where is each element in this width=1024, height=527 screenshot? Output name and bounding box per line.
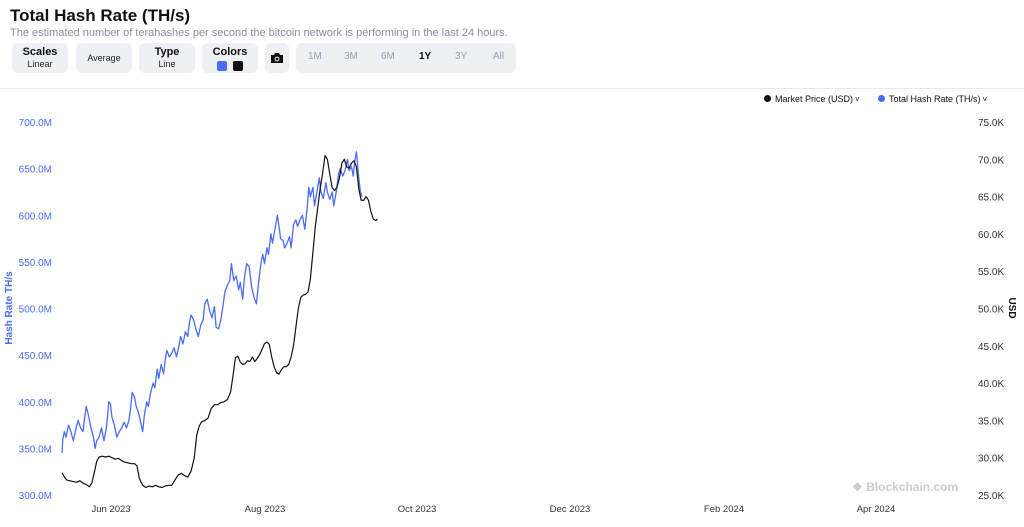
y-left-tick-label: 650.0M — [19, 165, 52, 176]
y-left-tick-label: 700.0M — [19, 118, 52, 129]
average-label: Average — [87, 53, 121, 63]
watermark-text: Blockchain.com — [866, 480, 959, 494]
legend-market-price-label: Market Price (USD) — [775, 94, 854, 104]
x-tick-label: Apr 2024 — [857, 504, 896, 515]
range-1y[interactable]: 1Y — [419, 51, 432, 62]
scales-value: Linear — [27, 59, 53, 69]
range-all[interactable]: All — [493, 51, 505, 62]
y-left-tick-label: 300.0M — [19, 491, 52, 502]
color-swatch-market-price[interactable] — [233, 61, 244, 71]
scales-button[interactable]: Scales Linear — [12, 43, 68, 73]
range-3y[interactable]: 3Y — [455, 51, 468, 62]
y-right-tick-label: 45.0K — [978, 342, 1004, 353]
market-price-series-line — [61, 155, 378, 489]
y-right-tick-label: 30.0K — [978, 454, 1004, 465]
x-tick-label: Feb 2024 — [704, 504, 744, 515]
y-right-tick-label: 50.0K — [978, 305, 1004, 316]
y-left-tick-label: 500.0M — [19, 305, 52, 316]
legend-hash-rate-label: Total Hash Rate (TH/s) — [889, 94, 981, 104]
divider — [0, 88, 1024, 89]
blockchain-logo-icon: ❖ — [852, 480, 863, 494]
market-price-legend-dot — [764, 95, 771, 102]
hash-rate-legend-dot — [878, 95, 885, 102]
camera-icon — [271, 53, 283, 63]
chevron-down-icon: ˅ — [982, 95, 988, 104]
y-left-axis-label: Hash Rate TH/s — [4, 271, 15, 345]
y-left-tick-label: 550.0M — [19, 258, 52, 269]
y-right-tick-label: 40.0K — [978, 379, 1004, 390]
color-swatch-hash-rate[interactable] — [216, 61, 227, 71]
y-right-axis-label: USD — [1006, 297, 1017, 318]
legend-market-price[interactable]: Market Price (USD) ˅ — [764, 94, 860, 104]
y-right-tick-label: 60.0K — [978, 230, 1004, 241]
y-right-tick-label: 35.0K — [978, 416, 1004, 427]
blockchain-watermark: ❖ Blockchain.com — [852, 480, 958, 494]
range-1m[interactable]: 1M — [308, 51, 322, 62]
chevron-down-icon: ˅ — [855, 95, 860, 104]
hash-rate-series-line — [61, 151, 363, 454]
range-3m[interactable]: 3M — [344, 51, 358, 62]
type-label: Type — [154, 46, 180, 58]
colors-button[interactable]: Colors — [202, 43, 258, 73]
x-tick-label: Aug 2023 — [245, 504, 286, 515]
y-left-tick-label: 600.0M — [19, 211, 52, 222]
y-right-tick-label: 25.0K — [978, 491, 1004, 502]
page-subtitle: The estimated number of terahashes per s… — [10, 27, 508, 39]
x-tick-label: Dec 2023 — [550, 504, 591, 515]
time-range-selector: 1M 3M 6M 1Y 3Y All — [296, 43, 516, 73]
average-button[interactable]: Average — [76, 43, 132, 73]
page-title: Total Hash Rate (TH/s) — [10, 6, 191, 25]
y-left-tick-label: 350.0M — [19, 444, 52, 455]
screenshot-button[interactable] — [265, 43, 289, 73]
type-button[interactable]: Type Line — [139, 43, 195, 73]
y-right-tick-label: 75.0K — [978, 118, 1004, 129]
y-left-tick-label: 450.0M — [19, 351, 52, 362]
y-left-tick-label: 400.0M — [19, 398, 52, 409]
colors-label: Colors — [212, 46, 248, 58]
y-right-tick-label: 70.0K — [978, 155, 1004, 166]
scales-label: Scales — [22, 46, 58, 58]
range-6m[interactable]: 6M — [381, 51, 395, 62]
x-tick-label: Jun 2023 — [91, 504, 130, 515]
y-right-tick-label: 55.0K — [978, 267, 1004, 278]
y-right-tick-label: 65.0K — [978, 193, 1004, 204]
type-value: Line — [158, 59, 176, 69]
legend-hash-rate[interactable]: Total Hash Rate (TH/s) ˅ — [878, 94, 987, 104]
x-tick-label: Oct 2023 — [398, 504, 437, 515]
